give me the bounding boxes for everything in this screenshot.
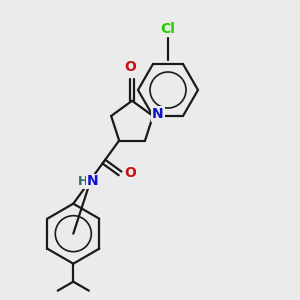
Text: O: O	[124, 167, 136, 180]
Text: N: N	[152, 107, 164, 121]
Text: N: N	[87, 174, 99, 188]
Text: O: O	[124, 60, 136, 74]
Text: Cl: Cl	[160, 22, 175, 36]
Text: H: H	[78, 175, 88, 188]
